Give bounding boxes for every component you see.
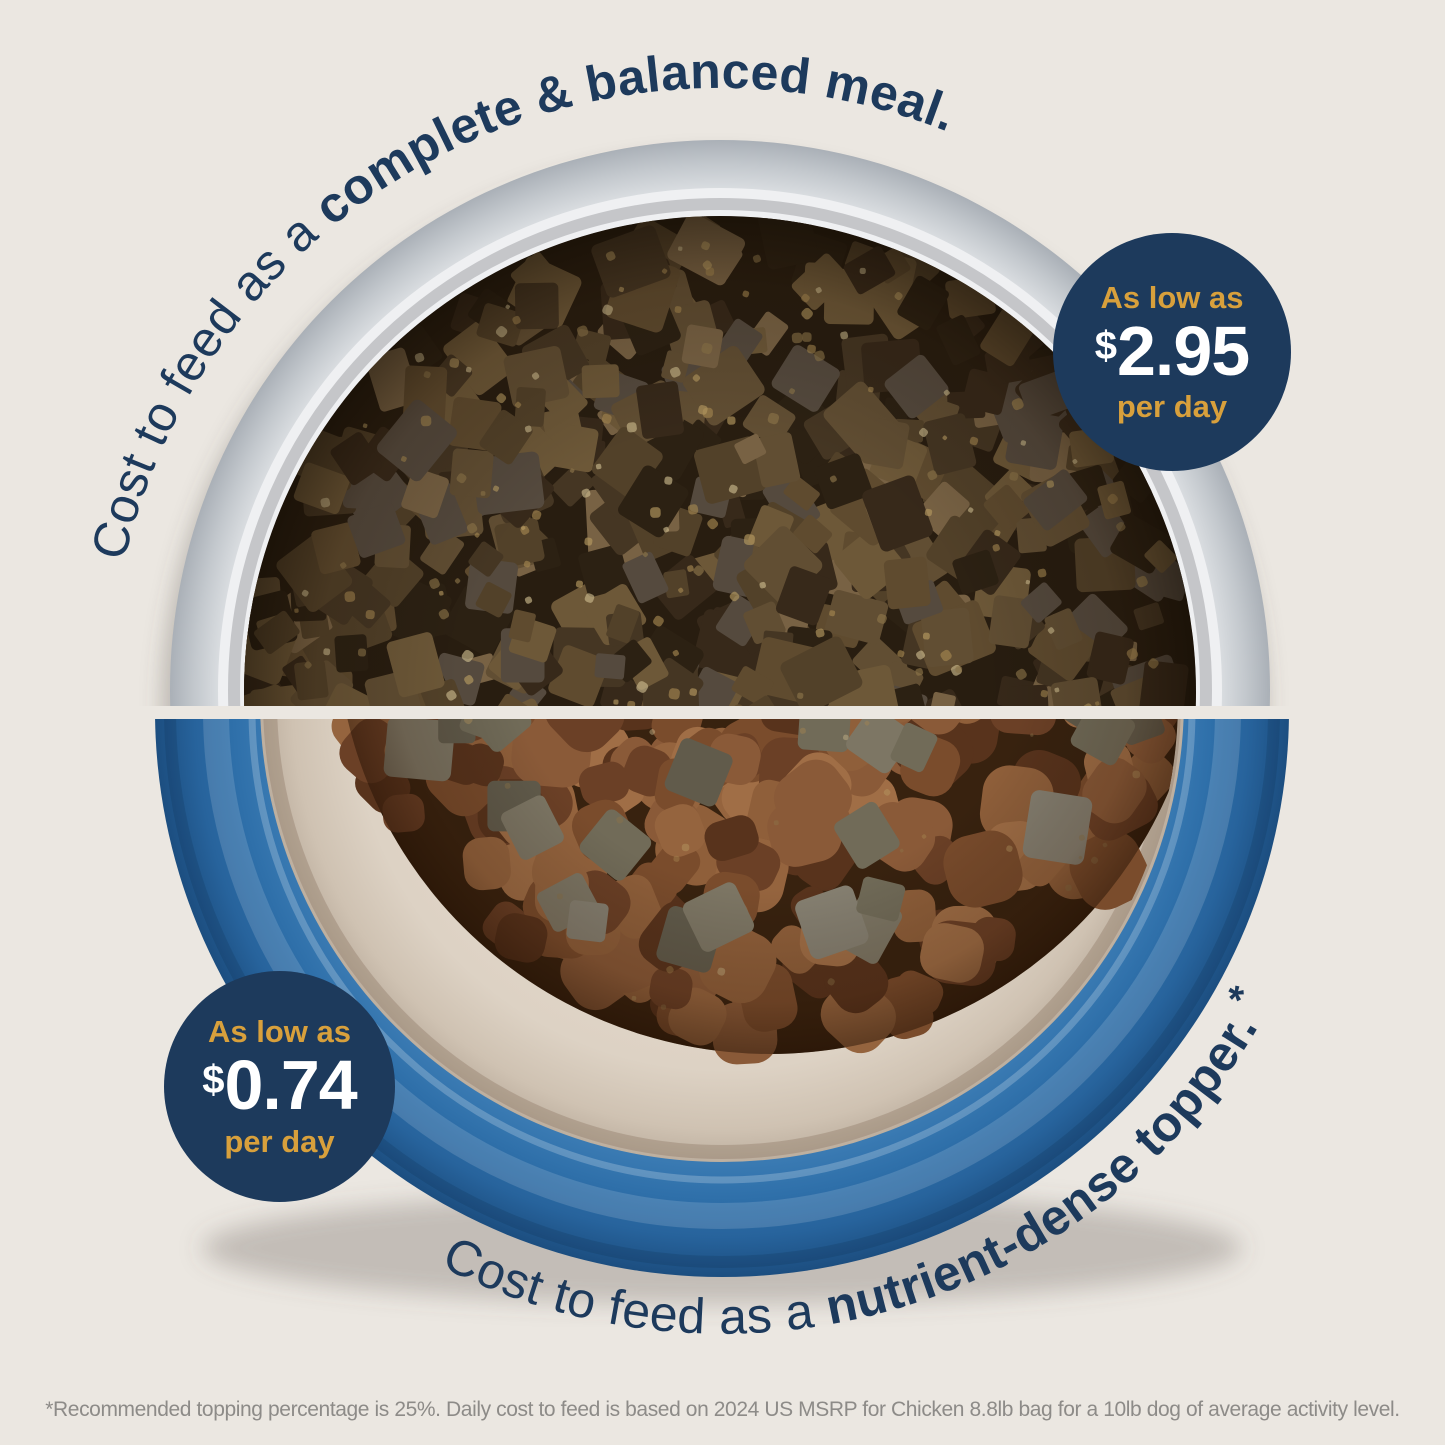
badge-as-low-as-label: As low as (208, 1014, 351, 1050)
headline-bottom-bold: nutrient-dense topper. (821, 1003, 1268, 1335)
gray-bowl-inner-lip (218, 188, 1222, 706)
badge-price-amount: 0.74 (224, 1046, 358, 1125)
food-crumbs (464, 719, 1141, 1010)
freeze-dried-food-base (244, 216, 1196, 706)
footnote-disclaimer: *Recommended topping percentage is 25%. … (45, 1398, 1400, 1421)
badge-currency-symbol: $ (202, 1058, 225, 1103)
badge-price: $2.95 (1094, 311, 1251, 390)
blue-bowl-shadow (202, 1192, 1242, 1304)
freeze-dried-food-vignette (244, 216, 1196, 706)
price-badge-topper: As low as $0.74 per day (164, 971, 395, 1202)
cream-bowl-interior (260, 719, 1184, 1162)
gray-bowl-lip-shadow (228, 198, 1212, 706)
freeze-dried-food-texture (244, 216, 1190, 706)
kibble-texture (331, 719, 1178, 1065)
headline-topper: Cost to feed as a nutrient-dense topper.… (435, 979, 1268, 1345)
badge-price-amount: 2.95 (1117, 311, 1250, 390)
badge-as-low-as-label: As low as (1100, 279, 1244, 315)
kibble-food-base (336, 719, 1178, 1054)
headline-complete-meal: Cost to feed as a complete & balanced me… (80, 43, 964, 565)
freeze-dried-food-speckles (294, 241, 1159, 706)
headline-top-bold: complete & balanced meal. (304, 43, 965, 236)
badge-price: $0.74 (202, 1046, 358, 1125)
topper-pieces-texture (383, 719, 1165, 973)
price-badge-complete-meal: As low as $2.95 per day (1053, 233, 1291, 471)
kibble-vignette (336, 719, 1178, 1054)
footnote-asterisk: * (1219, 979, 1265, 1014)
badge-currency-symbol: $ (1094, 323, 1117, 368)
badge-per-day-label: per day (224, 1123, 335, 1159)
cream-bowl-inner-shadow (263, 719, 1181, 1159)
badge-per-day-label: per day (1116, 389, 1228, 425)
headline-top-regular: Cost to feed as a (80, 193, 338, 565)
blue-bowl-inner-edge-highlight (248, 719, 1196, 1184)
headline-bottom-regular: Cost to feed as a (435, 1226, 832, 1345)
